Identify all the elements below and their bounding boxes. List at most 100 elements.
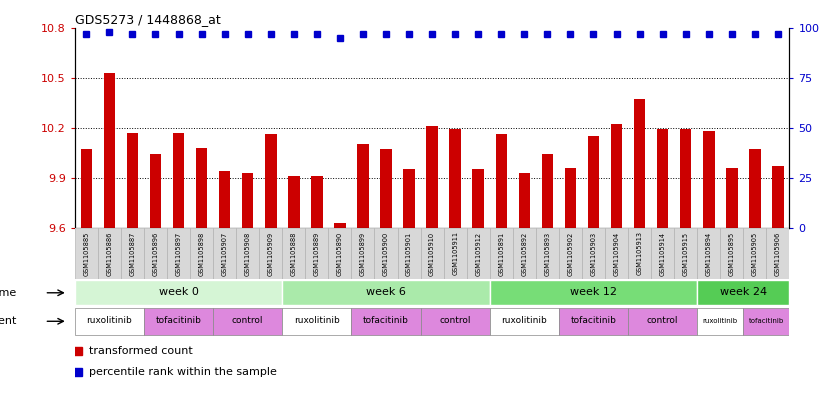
Text: GSM1105889: GSM1105889: [314, 231, 320, 275]
Text: GSM1105902: GSM1105902: [568, 231, 573, 275]
Text: GSM1105904: GSM1105904: [613, 231, 620, 275]
Bar: [697, 308, 744, 334]
Bar: [542, 154, 553, 228]
Bar: [495, 134, 507, 228]
Bar: [144, 228, 167, 279]
Text: GSM1105898: GSM1105898: [199, 231, 204, 275]
Text: GSM1105886: GSM1105886: [106, 231, 112, 275]
Bar: [426, 126, 438, 228]
Text: week 0: week 0: [159, 287, 199, 297]
Bar: [513, 228, 536, 279]
Bar: [381, 149, 391, 228]
Bar: [173, 133, 184, 228]
Text: GSM1105892: GSM1105892: [521, 231, 528, 275]
Text: GSM1105887: GSM1105887: [130, 231, 135, 275]
Text: GDS5273 / 1448868_at: GDS5273 / 1448868_at: [75, 13, 220, 26]
Text: GSM1105910: GSM1105910: [429, 231, 435, 275]
Bar: [81, 149, 92, 228]
Bar: [582, 228, 605, 279]
Bar: [726, 168, 738, 228]
Text: ruxolitinib: ruxolitinib: [501, 316, 547, 325]
Text: percentile rank within the sample: percentile rank within the sample: [89, 367, 277, 377]
Text: tofacitinib: tofacitinib: [155, 316, 201, 325]
Bar: [697, 228, 720, 279]
Bar: [588, 136, 599, 228]
Text: control: control: [232, 316, 263, 325]
Bar: [375, 228, 397, 279]
Bar: [265, 134, 277, 228]
Text: GSM1105891: GSM1105891: [499, 231, 504, 275]
Bar: [559, 308, 628, 334]
Bar: [311, 176, 322, 228]
Bar: [397, 228, 420, 279]
Bar: [75, 228, 98, 279]
Bar: [283, 308, 352, 334]
Bar: [766, 228, 789, 279]
Text: tofacitinib: tofacitinib: [571, 316, 617, 325]
Text: GSM1105885: GSM1105885: [83, 231, 89, 275]
Bar: [150, 154, 161, 228]
Bar: [259, 228, 283, 279]
Text: GSM1105896: GSM1105896: [152, 231, 159, 275]
Bar: [703, 131, 715, 228]
Bar: [656, 129, 668, 228]
Text: GSM1105894: GSM1105894: [706, 231, 712, 275]
Bar: [75, 281, 283, 305]
Text: GSM1105908: GSM1105908: [244, 231, 251, 275]
Bar: [605, 228, 628, 279]
Bar: [611, 125, 622, 228]
Text: week 12: week 12: [570, 287, 617, 297]
Bar: [489, 228, 513, 279]
Bar: [352, 228, 375, 279]
Text: GSM1105907: GSM1105907: [222, 231, 228, 275]
Bar: [420, 228, 444, 279]
Bar: [75, 308, 144, 334]
Text: GSM1105893: GSM1105893: [544, 231, 550, 275]
Bar: [219, 171, 230, 228]
Bar: [283, 228, 305, 279]
Text: GSM1105906: GSM1105906: [775, 231, 781, 275]
Text: ruxolitinib: ruxolitinib: [703, 318, 738, 324]
Bar: [288, 176, 299, 228]
Text: agent: agent: [0, 316, 17, 326]
Bar: [236, 228, 259, 279]
Bar: [489, 308, 559, 334]
Bar: [328, 228, 352, 279]
Bar: [720, 228, 744, 279]
Bar: [473, 169, 484, 228]
Bar: [536, 228, 559, 279]
Text: GSM1105912: GSM1105912: [475, 231, 481, 275]
Text: GSM1105914: GSM1105914: [660, 231, 666, 275]
Text: GSM1105903: GSM1105903: [591, 231, 597, 275]
Bar: [628, 308, 697, 334]
Bar: [167, 228, 190, 279]
Bar: [305, 228, 328, 279]
Bar: [283, 281, 489, 305]
Bar: [213, 308, 283, 334]
Text: ruxolitinib: ruxolitinib: [294, 316, 340, 325]
Bar: [420, 308, 489, 334]
Bar: [559, 228, 582, 279]
Bar: [196, 148, 208, 228]
Bar: [144, 308, 213, 334]
Text: GSM1105899: GSM1105899: [360, 231, 366, 275]
Text: GSM1105911: GSM1105911: [452, 231, 458, 275]
Text: GSM1105900: GSM1105900: [383, 231, 389, 275]
Bar: [213, 228, 236, 279]
Bar: [744, 228, 766, 279]
Bar: [98, 228, 120, 279]
Bar: [772, 166, 784, 228]
Bar: [697, 281, 789, 305]
Bar: [104, 73, 116, 228]
Text: GSM1105890: GSM1105890: [337, 231, 343, 275]
Bar: [126, 133, 138, 228]
Text: GSM1105888: GSM1105888: [291, 231, 297, 275]
Bar: [467, 228, 489, 279]
Text: control: control: [647, 316, 678, 325]
Text: tofacitinib: tofacitinib: [749, 318, 784, 324]
Text: time: time: [0, 288, 17, 298]
Bar: [334, 223, 346, 228]
Text: GSM1105895: GSM1105895: [729, 231, 735, 275]
Text: GSM1105913: GSM1105913: [637, 231, 642, 275]
Bar: [242, 173, 253, 228]
